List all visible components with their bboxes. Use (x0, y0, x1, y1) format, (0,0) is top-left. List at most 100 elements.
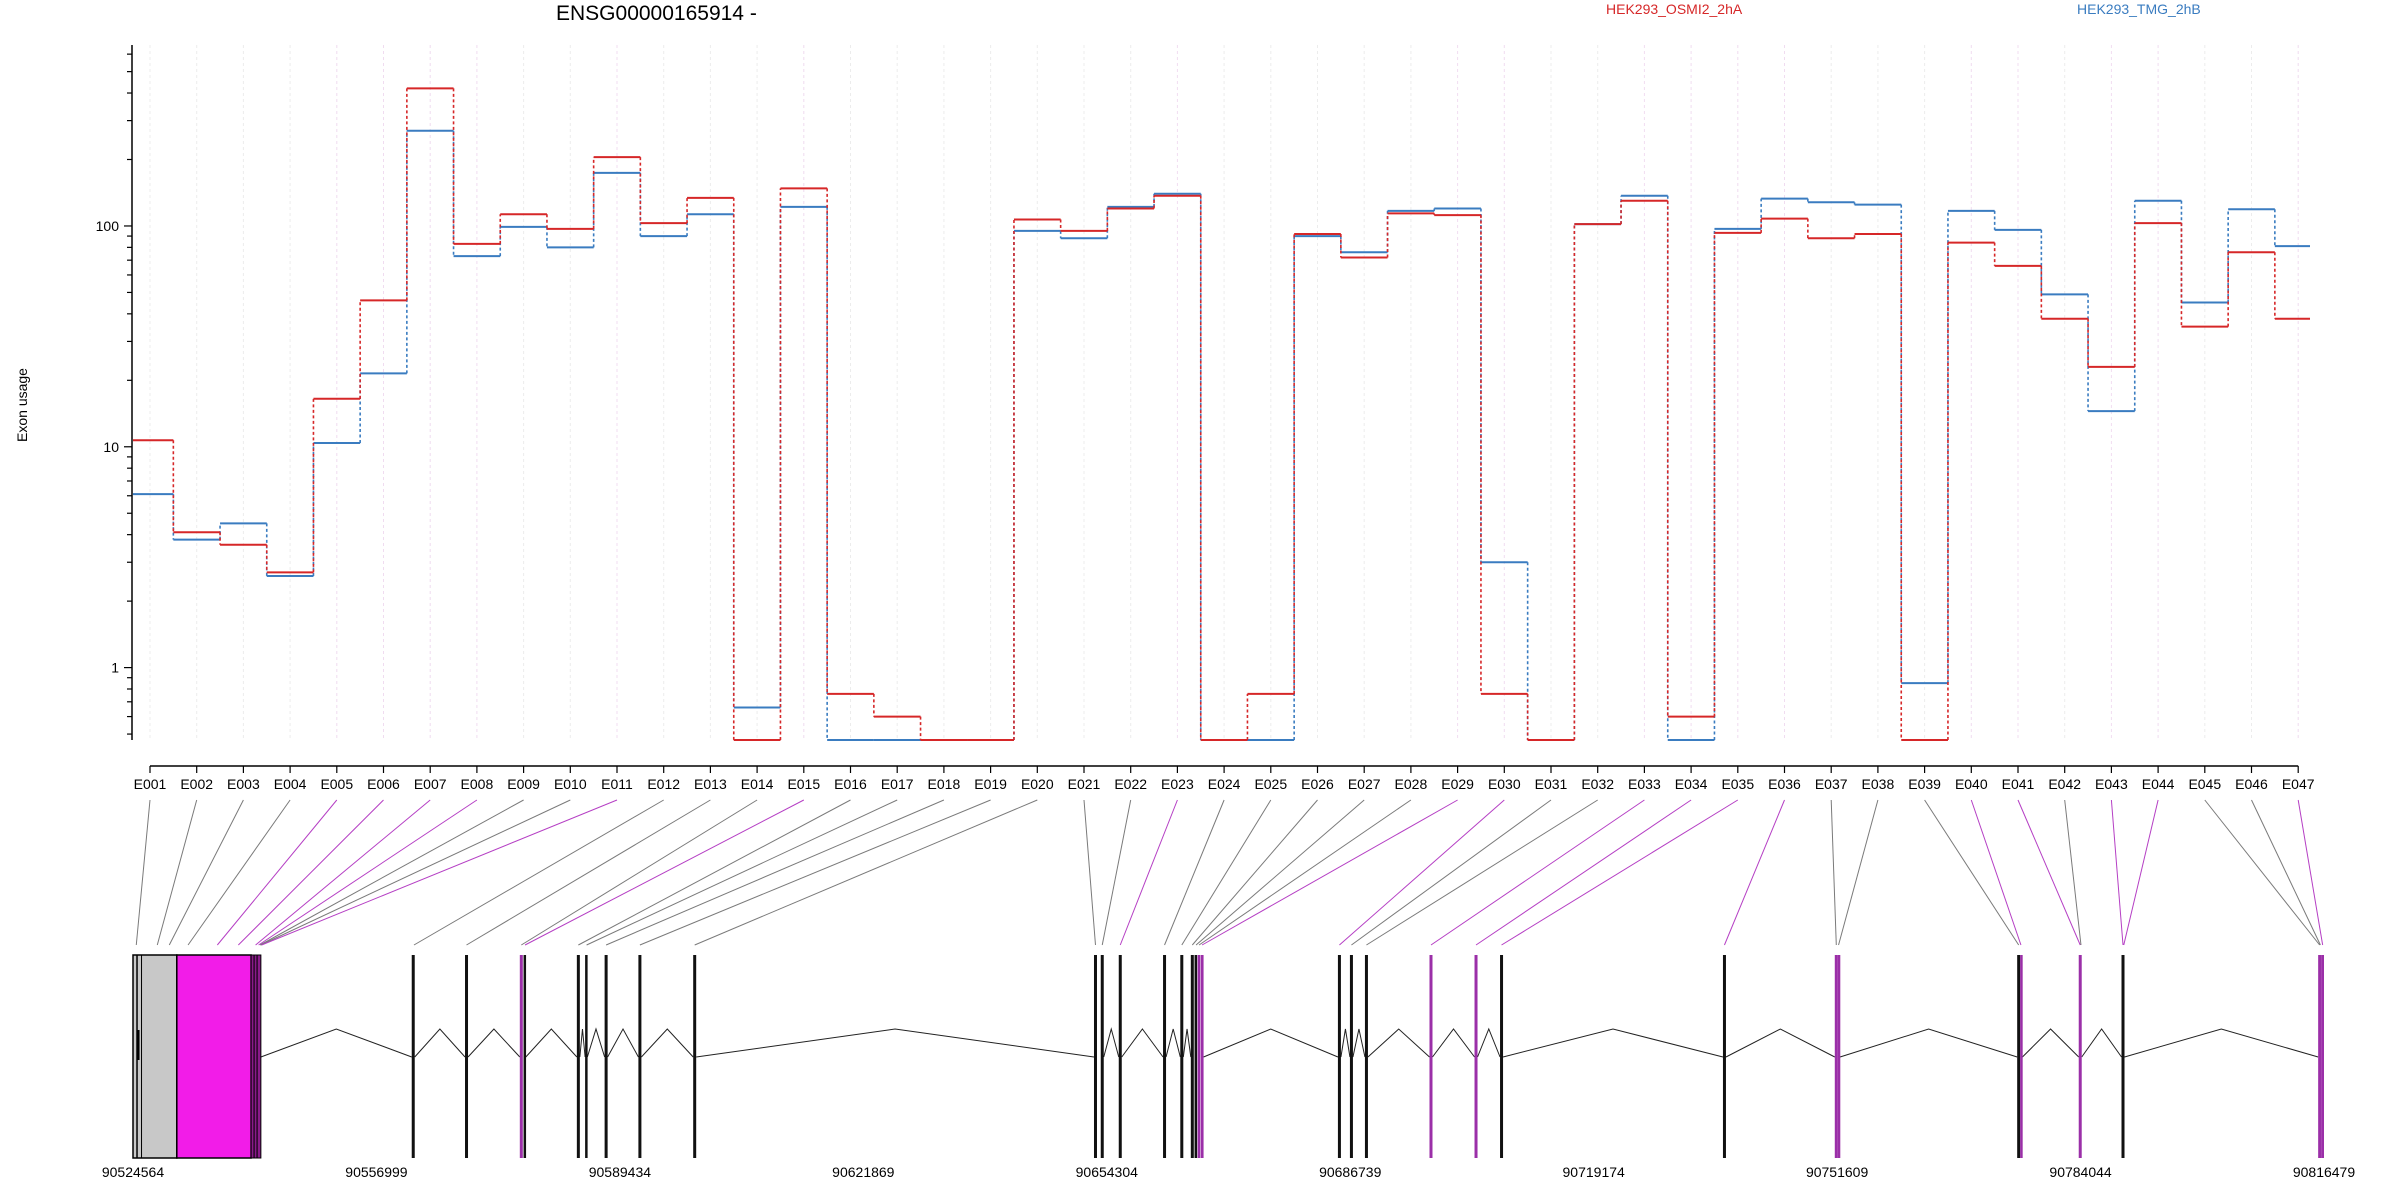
y-tick-label: 10 (103, 439, 119, 455)
exon-box (1349, 955, 1353, 1158)
exon-box (1837, 955, 1841, 1158)
x-tick-label-e009: E009 (507, 776, 540, 792)
exon-box (693, 955, 697, 1158)
exon-box (2321, 955, 2324, 1158)
x-tick-label-e040: E040 (1955, 776, 1988, 792)
connector-line (2110, 799, 2124, 946)
exon-box (1118, 955, 1122, 1158)
x-tick-label-e038: E038 (1862, 776, 1895, 792)
connector-line (2064, 799, 2082, 946)
intron (1182, 1028, 1192, 1058)
intron (1502, 1028, 1724, 1058)
x-tick-label-e021: E021 (1068, 776, 1101, 792)
connector-line (1475, 799, 1692, 946)
intron (1103, 1027, 1120, 1058)
genome-tick-label: 90556999 (345, 1164, 408, 1180)
x-tick-label-e046: E046 (2235, 776, 2268, 792)
exon-box (1194, 955, 1198, 1158)
legend-item-condition-b: HEK293_TMG_2hB (2077, 1, 2201, 17)
connector-line (187, 799, 291, 946)
connector-line (1830, 799, 1837, 946)
genome-axis: 90524564 90556999 90589434 90621869 90654304… (102, 1164, 2356, 1180)
exon-box (638, 955, 642, 1158)
x-tick-label-e026: E026 (1301, 776, 1334, 792)
connector-line (1119, 799, 1178, 946)
connector-line (1181, 799, 1272, 946)
x-tick-label-e008: E008 (461, 776, 494, 792)
intron (1367, 1028, 1430, 1058)
genome-tick-label: 90621869 (832, 1164, 895, 1180)
exon-box (585, 955, 588, 1158)
x-tick-label-e036: E036 (1768, 776, 1801, 792)
connector-line (639, 799, 991, 946)
x-tick-label-e010: E010 (554, 776, 587, 792)
x-tick-label-e020: E020 (1021, 776, 1054, 792)
connector-line (1924, 799, 2020, 946)
x-tick-label-e028: E028 (1395, 776, 1428, 792)
exon-box (576, 955, 580, 1158)
intron (586, 1027, 606, 1058)
exon-box (1500, 955, 1504, 1158)
connector-line (1970, 799, 2022, 946)
x-tick-label-e013: E013 (694, 776, 727, 792)
intron (607, 1027, 639, 1058)
exon-box (256, 954, 262, 1159)
intron (1340, 1028, 1351, 1058)
exon-box-gray (132, 954, 178, 1159)
x-tick-label-e022: E022 (1114, 776, 1147, 792)
x-tick-label-e003: E003 (227, 776, 260, 792)
intron (467, 1028, 521, 1058)
connector-line (168, 799, 244, 946)
exon-box (1429, 955, 1433, 1158)
exon-box (1474, 955, 1478, 1158)
x-tick-label-e002: E002 (180, 776, 213, 792)
x-tick-label-e005: E005 (320, 776, 353, 792)
connector-line (1430, 799, 1645, 946)
exon-box (2017, 955, 2021, 1158)
connector-line (586, 799, 898, 946)
exon-box-highlighted (176, 954, 252, 1159)
gene-model (132, 954, 2324, 1159)
connector-line (1201, 799, 1458, 946)
page-title: ENSG00000165914 - (556, 2, 757, 25)
intron-lines (260, 1027, 2319, 1058)
exon-box (1100, 955, 1104, 1158)
exon-box (519, 955, 523, 1158)
x-tick-label-e045: E045 (2188, 776, 2221, 792)
connector-line (1838, 799, 1879, 946)
intron (2081, 1028, 2122, 1058)
x-tick-label-e037: E037 (1815, 776, 1848, 792)
x-tick-label-e017: E017 (881, 776, 914, 792)
connector-line (413, 799, 664, 946)
connector-line (2123, 799, 2159, 946)
x-tick-label-e015: E015 (787, 776, 820, 792)
x-tick-label-e011: E011 (601, 776, 633, 792)
x-tick-label-e031: E031 (1535, 776, 1568, 792)
x-tick-label-e033: E033 (1628, 776, 1661, 792)
connector-line (2297, 799, 2324, 946)
connector-line (1191, 799, 1318, 946)
x-tick-label-e030: E030 (1488, 776, 1521, 792)
connector-line (1351, 799, 1552, 946)
series-condition-a (133, 87, 2310, 741)
exon-box (1834, 955, 1838, 1158)
exon-box (1722, 955, 1726, 1158)
exon-box (1180, 955, 1184, 1158)
exon-box (1364, 955, 1368, 1158)
intron (1203, 1028, 1339, 1058)
intron (696, 1028, 1095, 1058)
genome-tick-label: 90524564 (102, 1164, 165, 1180)
connector-line (2204, 799, 2321, 946)
connector-line (260, 799, 571, 946)
intron (1165, 1028, 1181, 1058)
exon-box (1093, 955, 1097, 1158)
x-tick-label-e042: E042 (2048, 776, 2081, 792)
connector-line (216, 799, 338, 946)
intron (1725, 1028, 1836, 1058)
x-axis: E001 E002 E003 E004 E005 E006 E007 E008 E009 E010… (134, 765, 2315, 792)
x-tick-label-e024: E024 (1208, 776, 1241, 792)
x-tick-label-e001: E001 (134, 776, 167, 792)
exon-box (1163, 955, 1167, 1158)
x-tick-label-e035: E035 (1721, 776, 1754, 792)
intron (2124, 1028, 2319, 1058)
